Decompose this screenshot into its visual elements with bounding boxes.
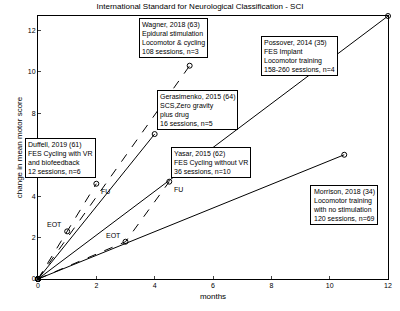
svg-text:6: 6	[32, 151, 36, 158]
svg-text:0: 0	[32, 275, 36, 282]
svg-text:Duffell, 2019 (61)FES Cycling: Duffell, 2019 (61)FES Cycling with VRand…	[28, 141, 93, 175]
svg-text:12: 12	[384, 282, 392, 289]
svg-text:International Standard for Neu: International Standard for Neurological …	[97, 2, 304, 11]
svg-text:Yasar, 2015 (62)FES Cycling wi: Yasar, 2015 (62)FES Cycling without VR36…	[174, 150, 248, 175]
svg-text:12: 12	[28, 27, 36, 34]
svg-text:change in mean motor score: change in mean motor score	[15, 96, 24, 198]
svg-text:4: 4	[32, 193, 36, 200]
svg-text:4: 4	[153, 282, 157, 289]
svg-text:Gerasimenko, 2015 (64)SCS,Zero: Gerasimenko, 2015 (64)SCS,Zero gravitypl…	[160, 93, 235, 127]
svg-text:2: 2	[32, 234, 36, 241]
svg-text:EOT: EOT	[47, 221, 62, 228]
svg-text:10: 10	[326, 282, 334, 289]
svg-text:FU: FU	[101, 188, 110, 195]
svg-text:6: 6	[211, 282, 215, 289]
svg-text:8: 8	[32, 110, 36, 117]
svg-text:FU: FU	[174, 186, 183, 193]
svg-text:Wagner, 2018 (63)Epidural stim: Wagner, 2018 (63)Epidural stimulationLoc…	[142, 21, 205, 55]
svg-text:months: months	[200, 292, 226, 301]
svg-text:10: 10	[28, 68, 36, 75]
svg-text:8: 8	[269, 282, 273, 289]
svg-text:0: 0	[36, 282, 40, 289]
svg-text:2: 2	[94, 282, 98, 289]
svg-text:EOT: EOT	[106, 232, 121, 239]
svg-text:Morrison, 2018 (34)Locomotor t: Morrison, 2018 (34)Locomotor trainingwit…	[313, 188, 375, 222]
svg-text:Possover, 2014 (35)FES Implant: Possover, 2014 (35)FES ImplantLocomotor …	[264, 39, 335, 73]
